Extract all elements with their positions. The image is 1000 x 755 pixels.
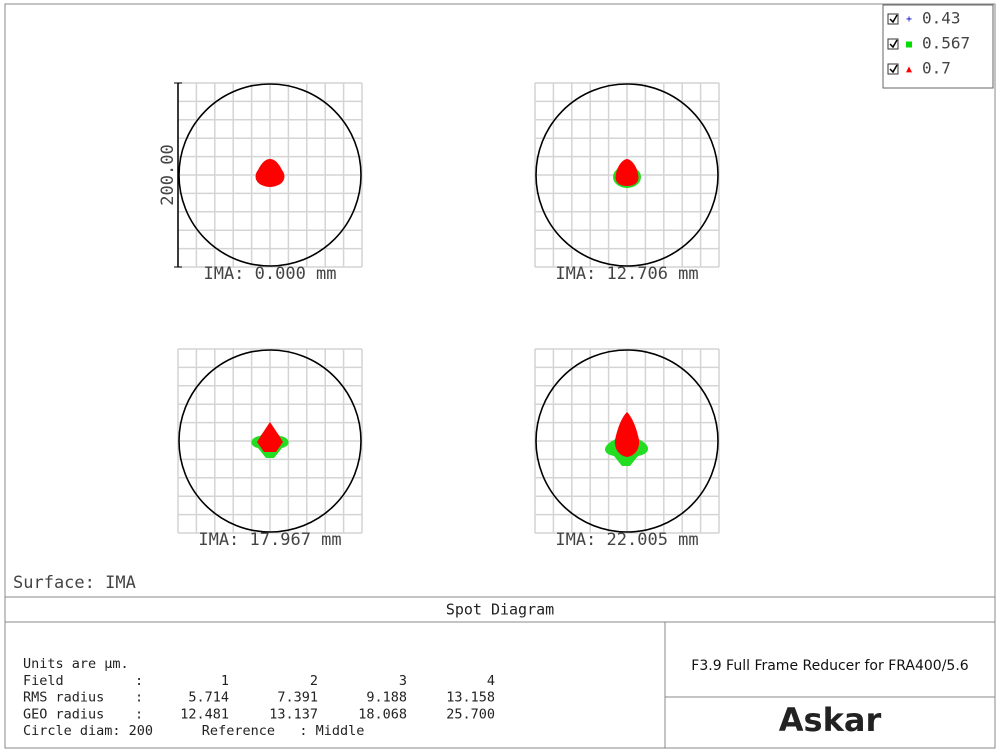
- info-cell: 13.137: [269, 706, 318, 722]
- panel-label: IMA: 0.000 mm: [203, 264, 336, 284]
- info-cell: 2: [310, 673, 318, 689]
- info-cell: :: [135, 673, 143, 689]
- legend-marker: ■: [906, 39, 912, 50]
- spot: [257, 422, 283, 452]
- spot: [255, 159, 285, 187]
- airy-circle: [178, 83, 362, 267]
- surface-label: Surface: IMA: [13, 573, 136, 593]
- info-cell: 4: [487, 673, 495, 689]
- info-cell: 25.700: [446, 706, 495, 722]
- title: Spot Diagram: [446, 601, 554, 619]
- legend-box: [882, 4, 994, 89]
- scale-label: 200.00: [158, 144, 178, 205]
- legend-marker: ▲: [906, 64, 912, 75]
- legend-label: 0.567: [922, 34, 970, 53]
- airy-circle: [535, 83, 719, 267]
- legend-check: [889, 14, 898, 24]
- info-cell: RMS radius: [23, 690, 104, 706]
- info-cell: 1: [221, 673, 229, 689]
- brand-logo: Askar: [779, 701, 882, 739]
- spots: [251, 159, 649, 466]
- footer: Circle diam: 200 Reference : Middle: [23, 723, 364, 739]
- info-cell: 7.391: [277, 690, 318, 706]
- info-cell: :: [135, 690, 143, 706]
- info-cell: 9.188: [366, 690, 407, 706]
- legend-marker: +: [906, 14, 912, 25]
- units: Units are µm.: [23, 656, 129, 672]
- spot: [615, 159, 639, 186]
- panel-label: IMA: 22.005 mm: [555, 530, 698, 550]
- info-cell: 3: [399, 673, 407, 689]
- info-cell: 12.481: [180, 706, 229, 722]
- legend-check: [889, 39, 898, 49]
- info-cell: 5.714: [188, 690, 229, 706]
- panel-label: IMA: 17.967 mm: [198, 530, 341, 550]
- info-cell: GEO radius: [23, 706, 104, 722]
- airy-circle: [178, 349, 362, 533]
- spot: [614, 412, 640, 457]
- legend-checkbox: [887, 63, 899, 75]
- legend-check: [889, 64, 898, 74]
- legend-checkbox: [887, 38, 899, 50]
- info-cell: 13.158: [446, 690, 495, 706]
- panels: IMA: 0.000 mm IMA: 12.706 mm IMA: 17.967 m…: [177, 82, 720, 550]
- legend-checkbox: [887, 13, 899, 25]
- panel-label: IMA: 12.706 mm: [555, 264, 698, 284]
- product: F3.9 Full Frame Reducer for FRA400/5.6: [691, 658, 969, 674]
- frame: [4, 3, 996, 749]
- legend-label: 0.7: [922, 59, 951, 78]
- info-cell: Field: [23, 673, 64, 689]
- airy-circle: [535, 349, 719, 533]
- info-cell: :: [135, 706, 143, 722]
- legend-label: 0.43: [922, 9, 961, 28]
- info-cell: 18.068: [358, 706, 407, 722]
